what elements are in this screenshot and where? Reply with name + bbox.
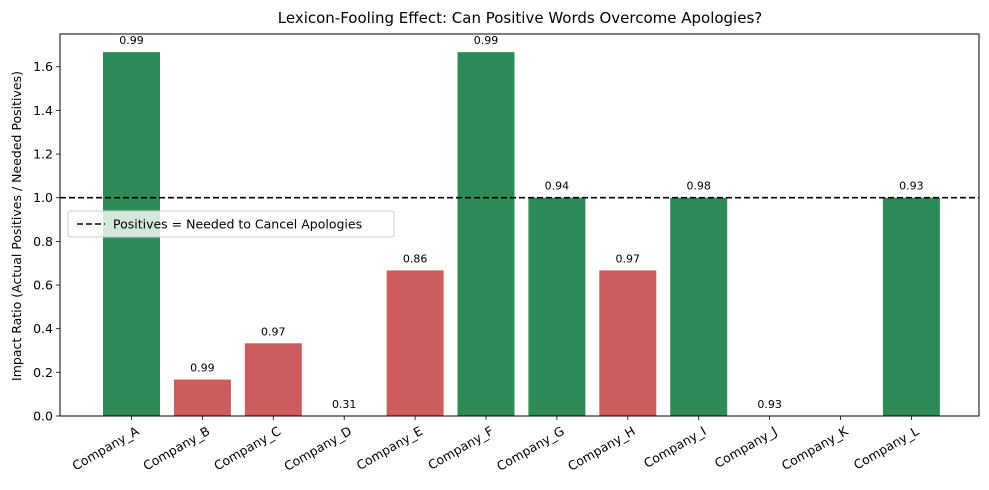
axes-frame: [59, 33, 980, 417]
y-axis-label: Impact Ratio (Actual Positives / Needed …: [9, 71, 24, 381]
y-tick-label: 0.6: [33, 278, 53, 293]
x-tick-label: Company_L: [851, 423, 921, 472]
y-tick-label: 0.8: [33, 234, 53, 249]
x-tick-label: Company_C: [211, 423, 283, 473]
bar-value-label: 0.94: [545, 180, 570, 193]
bar-company-e: [386, 270, 444, 416]
y-tick-label: 1.0: [33, 190, 53, 205]
bar-value-label: 0.86: [403, 252, 428, 265]
legend-label: Positives = Needed to Cancel Apologies: [113, 217, 362, 232]
bar-value-label: 0.99: [190, 362, 215, 375]
bar-value-label: 0.97: [261, 325, 286, 338]
y-tick-label: 0.2: [33, 365, 53, 380]
bar-value-label: 0.93: [757, 398, 782, 411]
bar-company-l: [882, 197, 940, 416]
x-tick-label: Company_I: [641, 423, 709, 471]
x-tick-label: Company_J: [712, 423, 780, 471]
x-tick-label: Company_K: [779, 423, 851, 473]
y-tick-label: 1.4: [33, 103, 53, 118]
x-tick-label: Company_F: [425, 423, 496, 472]
x-tick-label: Company_E: [354, 423, 425, 473]
y-tick-label: 1.6: [33, 59, 53, 74]
plot-area: 0.99 Company_A 0.99 Company_B 0.97 Company_C 0…: [33, 33, 980, 474]
bar-company-f: [457, 52, 515, 417]
x-tick-label: Company_B: [140, 423, 212, 473]
x-tick-label: Company_G: [494, 423, 567, 474]
bar-value-label: 0.99: [474, 34, 499, 47]
bar-company-c: [244, 343, 302, 416]
legend: Positives = Needed to Cancel Apologies: [67, 210, 395, 238]
legend-box: [67, 210, 395, 238]
x-tick-label: Company_D: [281, 423, 354, 474]
bar-company-i: [670, 197, 728, 416]
bar-company-h: [599, 270, 657, 416]
bar-value-label: 0.31: [332, 398, 357, 411]
bar-value-label: 0.98: [686, 180, 711, 193]
y-tick-label: 0.4: [33, 321, 53, 336]
x-tick-label: Company_H: [565, 423, 638, 474]
bar-company-g: [528, 197, 586, 416]
y-tick-label: 1.2: [33, 147, 53, 162]
bar-value-label: 0.93: [899, 180, 924, 193]
bar-value-label: 0.99: [119, 34, 144, 47]
x-tick-label: Company_A: [70, 423, 142, 473]
chart-title: Lexicon-Fooling Effect: Can Positive Wor…: [278, 9, 762, 27]
bar-value-label: 0.97: [616, 252, 641, 265]
bar-company-b: [173, 379, 231, 416]
y-tick-label: 0.0: [33, 409, 53, 424]
